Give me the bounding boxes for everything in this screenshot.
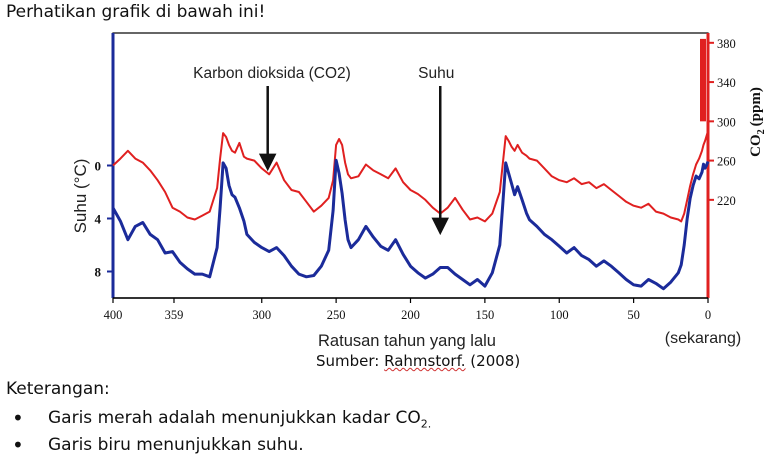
- y-left-tick-label: 8: [95, 265, 102, 280]
- x-tick-label: 300: [252, 308, 271, 322]
- keterangan-item-text: Garis merah adalah menunjukkan kadar CO: [48, 408, 421, 428]
- x-tick-label: 50: [627, 308, 640, 322]
- keterangan-title: Keterangan:: [6, 379, 110, 399]
- y-left-tick-label: 0: [95, 159, 102, 174]
- source-note: Sumber: Rahmstorf. (2008): [316, 352, 520, 370]
- x-tick-label: 250: [327, 308, 346, 322]
- y-right-tick-label: 300: [717, 115, 736, 129]
- x-tick-label: 200: [401, 308, 420, 322]
- x-tick-label: 150: [476, 308, 495, 322]
- y-left-axis-label: Suhu (°C): [71, 159, 90, 234]
- keterangan-item-text: Garis biru menunjukkan suhu.: [48, 435, 304, 455]
- source-year: (2008): [465, 352, 521, 370]
- annotation-suhu-label: Suhu: [418, 65, 454, 82]
- intro-text: Perhatikan grafik di bawah ini!: [6, 2, 266, 22]
- y-right-tick-label: 380: [717, 37, 736, 51]
- climate-chart: 400 359 300 250 200 150 100 50 0 0 4 8 380 340 300 26…: [71, 32, 767, 350]
- source-prefix: Sumber:: [316, 352, 385, 370]
- annotation-co2-label: Karbon dioksida (CO2): [193, 65, 351, 82]
- co2-modern-spike: [700, 38, 706, 122]
- y-right-tick-label: 260: [717, 155, 736, 169]
- y-right-tick-label: 220: [717, 194, 736, 208]
- keterangan-item-red: Garis merah adalah menunjukkan kadar CO2…: [0, 405, 431, 432]
- co2-series-line: [112, 130, 709, 223]
- x-tick-label: 400: [104, 308, 123, 322]
- y-right-tick-label: 340: [717, 76, 736, 90]
- source-author: Rahmstorf.: [384, 352, 466, 370]
- svg-text:CO2(ppm): CO2 (ppm): [748, 87, 767, 157]
- x-tick-label: 359: [165, 308, 184, 322]
- y-right-axis-label: CO2 (ppm): [748, 87, 767, 157]
- keterangan-list: Garis merah adalah menunjukkan kadar CO2…: [0, 405, 431, 459]
- x-axis-label: Ratusan tahun yang lalu: [318, 332, 496, 350]
- keterangan-item-blue: Garis biru menunjukkan suhu.: [0, 432, 431, 459]
- co2-sub: 2: [756, 129, 767, 134]
- y-left-tick-label: 4: [95, 212, 102, 227]
- x-tick-label: 100: [550, 308, 569, 322]
- co2-unit: (ppm): [748, 87, 764, 126]
- x-tick-label: 0: [705, 308, 711, 322]
- keterangan-item-sub: 2.: [420, 417, 432, 431]
- co2-label: CO: [748, 134, 764, 157]
- x-axis-end-label: (sekarang): [665, 330, 741, 347]
- temperature-series-line: [111, 158, 710, 291]
